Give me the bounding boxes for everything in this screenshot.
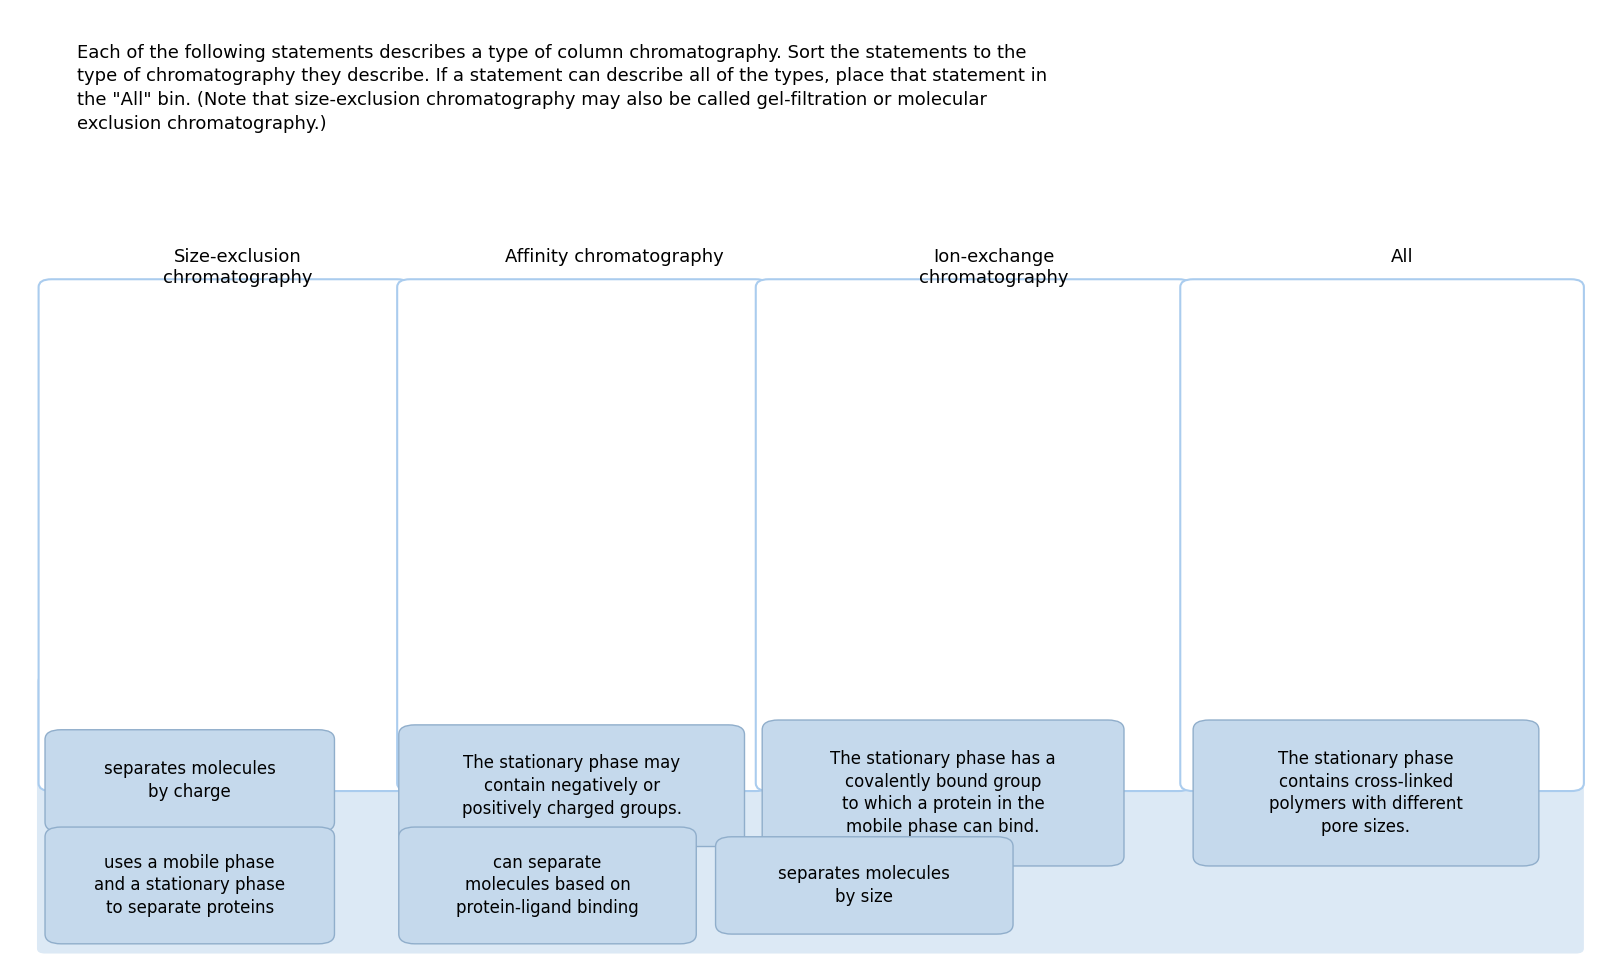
Text: The stationary phase may
contain negatively or
positively charged groups.: The stationary phase may contain negativ… (461, 754, 681, 817)
Text: Size-exclusion
chromatography: Size-exclusion chromatography (164, 248, 312, 287)
Text: uses a mobile phase
and a stationary phase
to separate proteins: uses a mobile phase and a stationary pha… (95, 853, 284, 918)
FancyBboxPatch shape (399, 725, 744, 847)
FancyBboxPatch shape (37, 676, 1583, 954)
FancyBboxPatch shape (39, 279, 410, 791)
FancyBboxPatch shape (397, 279, 768, 791)
Text: All: All (1390, 248, 1413, 266)
Text: Ion-exchange
chromatography: Ion-exchange chromatography (919, 248, 1067, 287)
FancyBboxPatch shape (45, 827, 334, 944)
Text: separates molecules
by size: separates molecules by size (778, 865, 950, 906)
FancyBboxPatch shape (45, 730, 334, 832)
Text: Affinity chromatography: Affinity chromatography (505, 248, 723, 266)
FancyBboxPatch shape (762, 720, 1123, 866)
Text: The stationary phase has a
covalently bound group
to which a protein in the
mobi: The stationary phase has a covalently bo… (829, 749, 1056, 837)
Text: separates molecules
by charge: separates molecules by charge (104, 760, 275, 802)
FancyBboxPatch shape (1192, 720, 1538, 866)
FancyBboxPatch shape (399, 827, 696, 944)
Text: can separate
molecules based on
protein-ligand binding: can separate molecules based on protein-… (456, 853, 638, 918)
FancyBboxPatch shape (715, 837, 1012, 934)
FancyBboxPatch shape (1180, 279, 1583, 791)
FancyBboxPatch shape (755, 279, 1191, 791)
Text: The stationary phase
contains cross-linked
polymers with different
pore sizes.: The stationary phase contains cross-link… (1268, 749, 1462, 837)
Text: Each of the following statements describes a type of column chromatography. Sort: Each of the following statements describ… (77, 44, 1046, 132)
